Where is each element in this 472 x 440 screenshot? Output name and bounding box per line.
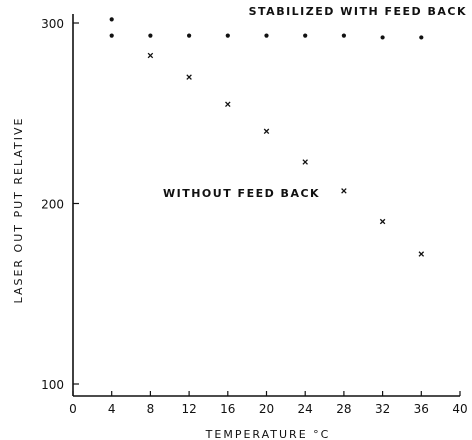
data-point-cross (341, 188, 347, 194)
data-point-dot (264, 33, 269, 38)
series-label-stabilized: STABILIZED WITH FEED BACK (249, 5, 467, 18)
axes (72, 14, 460, 397)
data-point-dot (380, 35, 385, 40)
data-point-dot (109, 17, 114, 22)
x-tick-label: 20 (259, 402, 274, 416)
data-point-dot (109, 33, 114, 38)
ticks: 0 4 8 12 16 20 24 28 32 36 40 100 200 300 (41, 17, 468, 416)
x-tick-label: 24 (298, 402, 313, 416)
y-tick-label: 200 (41, 198, 64, 212)
y-tick-label: 300 (41, 17, 64, 31)
x-tick-label: 16 (220, 402, 235, 416)
data-point-cross (147, 52, 154, 59)
x-tick-label: 0 (69, 402, 77, 416)
data-point-cross (379, 218, 386, 225)
data-point-cross (225, 101, 231, 107)
x-tick-label: 36 (414, 402, 429, 416)
x-tick-label: 4 (108, 402, 116, 416)
x-tick-label: 40 (452, 402, 467, 416)
y-axis-label: LASER OUT PUT RELATIVE (12, 117, 25, 304)
x-tick-label: 32 (375, 402, 390, 416)
data-point-cross (302, 159, 308, 165)
data-point-dot (225, 33, 230, 38)
data-marks (109, 17, 425, 257)
x-tick-label: 12 (181, 402, 196, 416)
data-point-dot (341, 33, 346, 38)
data-point-dot (187, 33, 192, 38)
data-point-dot (419, 35, 424, 40)
x-axis-label: TEMPERATURE °C (205, 428, 331, 440)
data-point-cross (186, 74, 192, 80)
y-tick-label: 100 (41, 378, 64, 392)
series-stabilized-with-feedback (109, 17, 424, 40)
data-point-dot (303, 33, 308, 38)
data-point-cross (263, 128, 270, 135)
series-label-without-feedback: WITHOUT FEED BACK (163, 187, 320, 200)
series-without-feedback (147, 52, 425, 257)
x-tick-label: 28 (336, 402, 351, 416)
data-point-dot (148, 33, 153, 38)
data-point-cross (418, 251, 425, 257)
x-tick-label: 8 (147, 402, 155, 416)
